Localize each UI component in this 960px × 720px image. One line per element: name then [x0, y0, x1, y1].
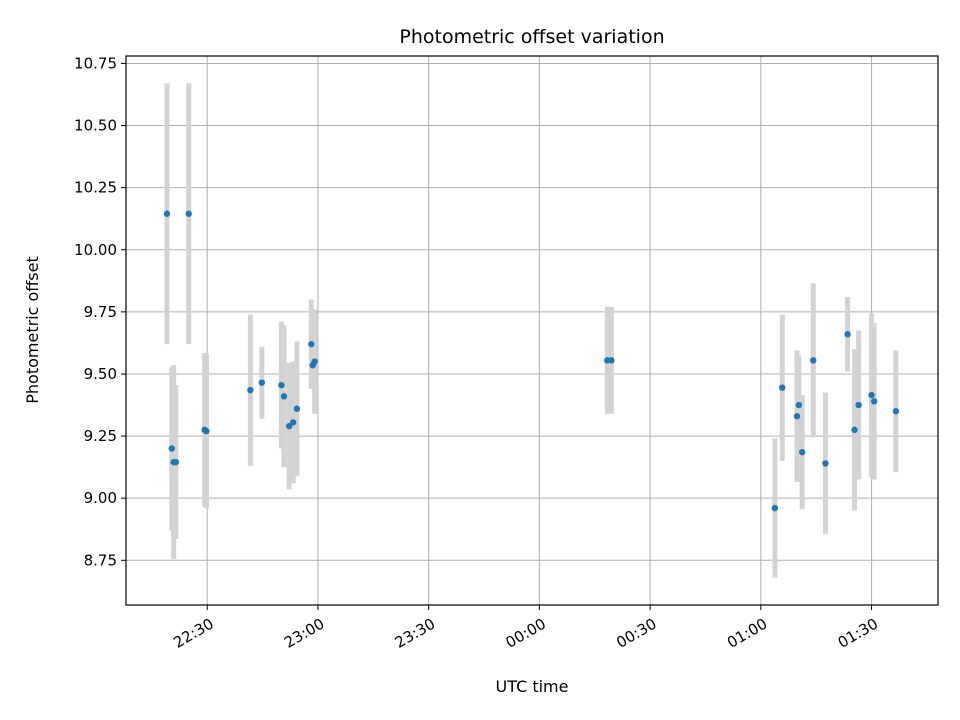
data-point	[870, 398, 878, 405]
data-point	[779, 384, 786, 391]
data-point	[795, 401, 803, 409]
y-axis-label: Photometric offset	[23, 256, 42, 404]
y-tick-label: 8.75	[84, 551, 117, 569]
data-point	[285, 422, 293, 430]
data-points	[163, 210, 900, 512]
y-tick-label: 9.00	[84, 489, 117, 507]
y-tick-label: 10.50	[74, 117, 117, 135]
data-point	[810, 357, 817, 364]
data-point	[822, 460, 829, 467]
plot-area	[126, 56, 938, 605]
y-tick-label: 10.00	[74, 241, 117, 259]
plot-frame	[125, 55, 939, 606]
data-point	[163, 210, 171, 217]
x-axis-label: UTC time	[496, 677, 569, 696]
data-point	[280, 393, 288, 400]
data-point	[798, 449, 806, 456]
data-point	[293, 405, 301, 412]
y-tick-label: 10.75	[74, 54, 117, 72]
data-point	[258, 379, 266, 386]
data-point	[289, 419, 297, 426]
chart-title: Photometric offset variation	[399, 26, 664, 48]
y-tick-label: 9.50	[84, 365, 117, 383]
data-point	[203, 427, 210, 435]
y-tick-label: 9.75	[84, 303, 117, 321]
y-tick-label: 9.25	[84, 427, 117, 445]
data-point	[855, 401, 862, 409]
data-point	[771, 504, 779, 512]
data-point	[172, 458, 180, 466]
data-point	[608, 357, 615, 364]
data-point	[844, 331, 851, 338]
y-tick-label: 10.25	[74, 179, 117, 197]
data-point	[892, 408, 900, 415]
data-point	[185, 210, 192, 217]
data-point	[793, 413, 801, 420]
y-axis: 8.75 9.00 9.25 9.50 9.75 10.00 10.25 10.50 10.75	[74, 54, 126, 569]
data-point	[278, 381, 285, 389]
data-point	[851, 426, 858, 434]
data-point	[868, 391, 875, 399]
data-point	[247, 386, 254, 394]
data-point	[308, 340, 315, 348]
data-point	[311, 358, 318, 365]
data-point	[168, 445, 175, 452]
